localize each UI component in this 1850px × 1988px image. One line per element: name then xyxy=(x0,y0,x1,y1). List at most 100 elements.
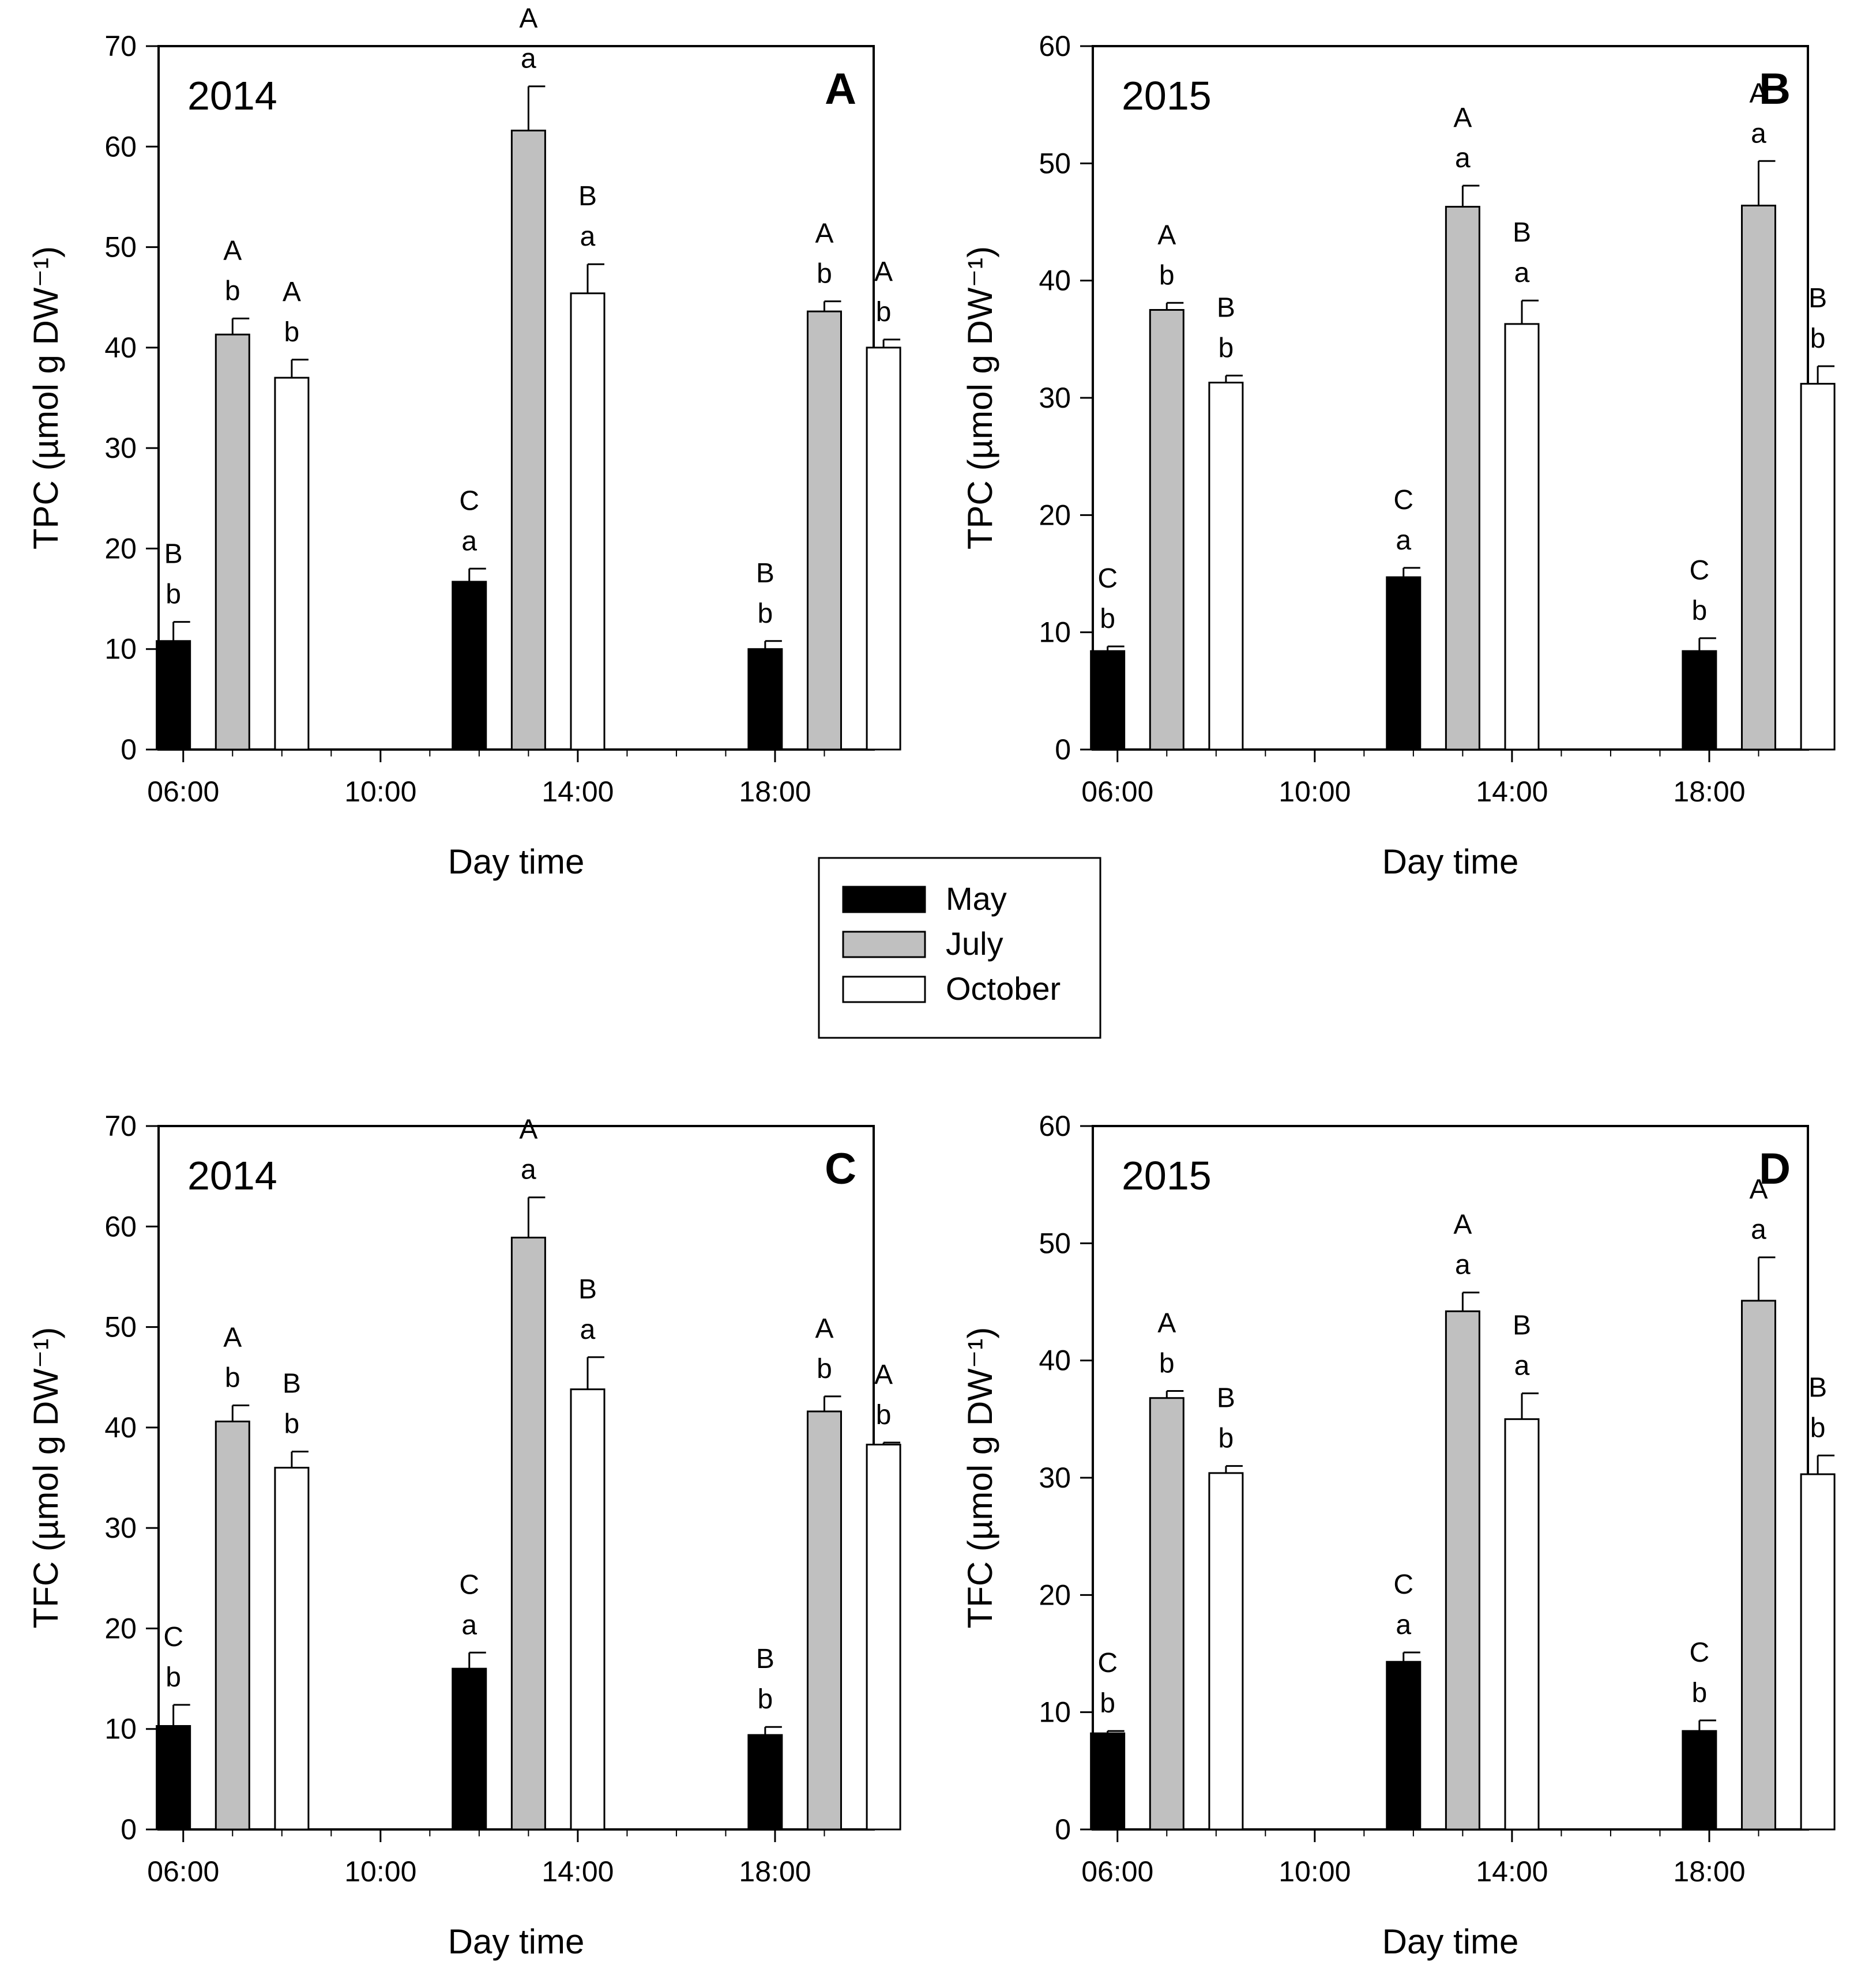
sig-lower-label: b xyxy=(758,598,773,629)
x-axis-title: Day time xyxy=(1382,1922,1519,1961)
sig-lower-label: a xyxy=(521,1155,536,1185)
y-tick-label: 60 xyxy=(1039,30,1071,62)
x-tick-label: 18:00 xyxy=(739,1855,811,1888)
y-tick-label: 50 xyxy=(1039,147,1071,179)
panel-letter: C xyxy=(825,1144,856,1193)
sig-upper-label: C xyxy=(459,1569,479,1600)
bar-may xyxy=(156,1725,191,1831)
sig-upper-label: B xyxy=(283,1369,301,1399)
y-tick-label: 50 xyxy=(104,231,137,263)
sig-upper-label: B xyxy=(578,1274,597,1305)
y-tick-label: 10 xyxy=(1039,616,1071,649)
y-tick-label: 10 xyxy=(1039,1696,1071,1729)
y-tick-label: 60 xyxy=(104,130,137,163)
panel-C: 0 10 20 30 40 50 60 70 06:00 10:00 14:00 18:00 Day t… xyxy=(27,1110,901,1961)
sig-lower-label: b xyxy=(1219,1424,1234,1454)
bar-july xyxy=(1149,309,1185,751)
legend-swatch-july xyxy=(842,931,926,958)
y-tick-label: 70 xyxy=(104,1110,137,1142)
x-tick-label: 10:00 xyxy=(344,1855,416,1888)
sig-upper-label: A xyxy=(1157,220,1176,250)
x-tick-label: 18:00 xyxy=(1673,1855,1745,1888)
sig-upper-label: A xyxy=(519,3,537,34)
y-tick-label: 0 xyxy=(1055,1813,1071,1846)
legend-label-july: July xyxy=(946,925,1003,962)
x-tick-label: 14:00 xyxy=(1476,775,1548,808)
sig-lower-label: b xyxy=(1692,596,1708,626)
y-tick-label: 30 xyxy=(104,1512,137,1544)
bar-may xyxy=(1386,1661,1422,1831)
legend-label-may: May xyxy=(946,880,1007,917)
x-tick-label: 14:00 xyxy=(542,1855,614,1888)
sig-upper-label: B xyxy=(1513,217,1531,248)
y-axis-title: TFC (µmol g DW⁻¹) xyxy=(961,1327,999,1629)
bar-july xyxy=(510,1236,546,1831)
bar-may xyxy=(747,648,783,751)
y-tick-label: 30 xyxy=(1039,1462,1071,1494)
bar-july xyxy=(1740,205,1776,751)
sig-lower-label: b xyxy=(284,317,300,348)
panel-letter: A xyxy=(825,65,856,114)
y-tick-label: 20 xyxy=(104,532,137,564)
sig-upper-label: C xyxy=(163,1622,183,1652)
bar-july xyxy=(1740,1300,1776,1831)
year-label: 2014 xyxy=(187,73,277,118)
sig-lower-label: a xyxy=(1751,118,1766,149)
sig-lower-label: a xyxy=(1396,1610,1411,1640)
sig-lower-label: b xyxy=(225,1363,240,1394)
y-tick-label: 40 xyxy=(1039,265,1071,297)
sig-lower-label: b xyxy=(1159,260,1175,291)
sig-lower-label: a xyxy=(461,1610,477,1640)
bar-may xyxy=(1090,1732,1126,1831)
bar-october xyxy=(1208,382,1244,751)
bar-october xyxy=(1504,323,1540,751)
bar-july xyxy=(510,129,546,751)
sig-lower-label: b xyxy=(1692,1678,1708,1708)
sig-lower-label: b xyxy=(166,579,181,610)
sig-lower-label: b xyxy=(284,1409,300,1440)
y-axis-title: TFC (µmol g DW⁻¹) xyxy=(27,1327,65,1629)
y-tick-label: 20 xyxy=(1039,499,1071,531)
sig-lower-label: a xyxy=(1455,143,1471,174)
x-axis-title: Day time xyxy=(1382,842,1519,881)
sig-upper-label: A xyxy=(223,235,242,266)
sig-upper-label: B xyxy=(1808,1372,1827,1403)
sig-upper-label: A xyxy=(1453,1210,1472,1240)
sig-upper-label: A xyxy=(1749,1174,1768,1205)
bar-october xyxy=(866,347,901,751)
sig-upper-label: A xyxy=(815,1313,833,1344)
x-tick-label: 18:00 xyxy=(739,775,811,808)
y-tick-label: 60 xyxy=(1039,1110,1071,1142)
x-tick-label: 10:00 xyxy=(344,775,416,808)
sig-upper-label: B xyxy=(1217,292,1235,323)
x-tick-label: 10:00 xyxy=(1279,1855,1351,1888)
bar-may xyxy=(452,581,487,751)
bar-july xyxy=(806,310,842,751)
sig-lower-label: b xyxy=(817,1354,832,1384)
bar-october xyxy=(570,1388,606,1831)
sig-lower-label: b xyxy=(1100,604,1115,634)
bar-july xyxy=(1445,206,1480,751)
sig-upper-label: A xyxy=(1749,78,1768,108)
sig-lower-label: b xyxy=(876,1400,892,1430)
sig-lower-label: b xyxy=(1810,323,1826,354)
y-tick-label: 40 xyxy=(1039,1345,1071,1377)
sig-upper-label: C xyxy=(1690,1637,1710,1668)
sig-lower-label: a xyxy=(461,526,477,556)
bar-may xyxy=(156,640,191,751)
bar-july xyxy=(215,333,250,751)
y-axis-title: TPC (µmol g DW⁻¹) xyxy=(27,246,65,549)
sig-upper-label: C xyxy=(459,485,479,516)
sig-upper-label: B xyxy=(1513,1311,1531,1341)
y-tick-label: 40 xyxy=(104,332,137,364)
y-axis-title: TPC (µmol g DW⁻¹) xyxy=(961,246,999,549)
sig-upper-label: C xyxy=(1690,555,1710,586)
bar-october xyxy=(570,292,606,751)
sig-lower-label: a xyxy=(1514,258,1530,288)
bar-july xyxy=(215,1420,250,1831)
y-tick-label: 50 xyxy=(1039,1227,1071,1259)
sig-upper-label: A xyxy=(1453,103,1472,133)
sig-upper-label: C xyxy=(1393,485,1413,515)
panel-letter: D xyxy=(1759,1144,1791,1193)
